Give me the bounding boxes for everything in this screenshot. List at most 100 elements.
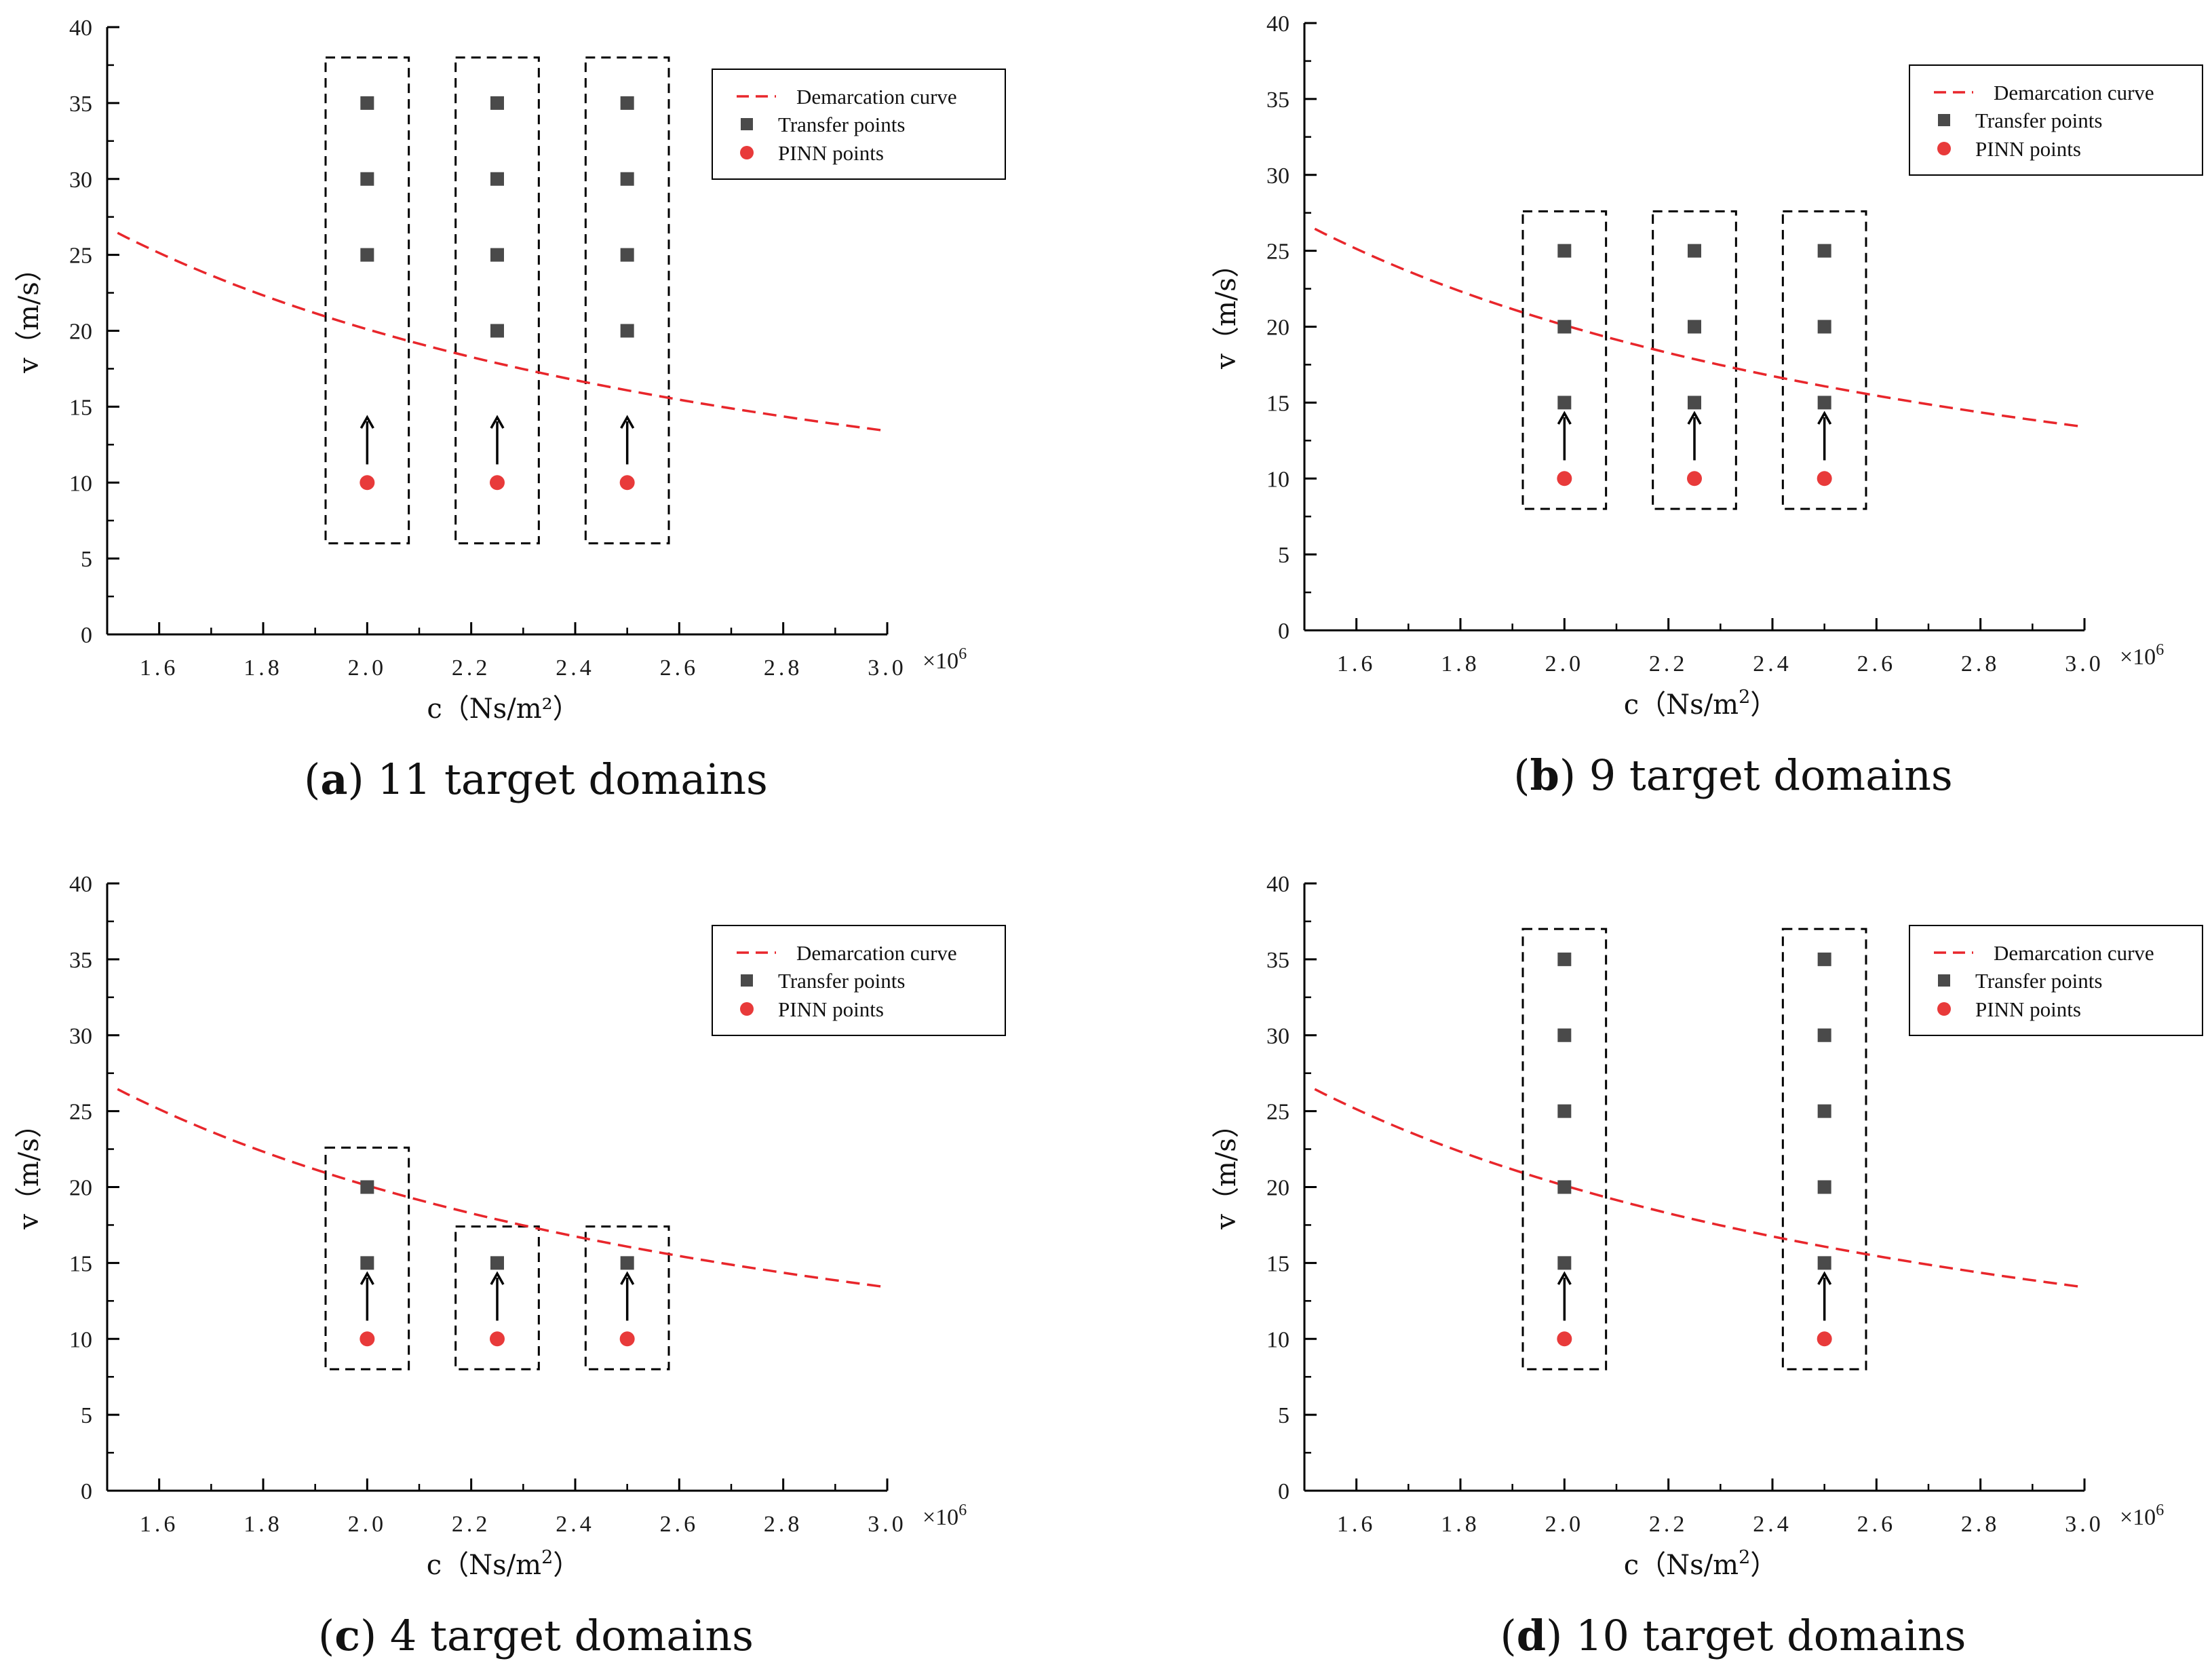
transfer-point xyxy=(1817,1028,1831,1042)
caption-close-paren: ) xyxy=(348,755,378,804)
transfer-point xyxy=(1817,1180,1831,1194)
x-multiplier-label: ×106 xyxy=(923,1502,967,1530)
legend-transfer-label: Transfer points xyxy=(778,969,905,993)
transfer-point xyxy=(1557,320,1572,334)
transfer-point xyxy=(490,96,504,110)
caption-letter: d xyxy=(1517,1611,1546,1660)
x-multiplier-base: ×10 xyxy=(2120,1505,2156,1530)
transfer-point xyxy=(360,248,374,262)
x-tick-label: 1.8 xyxy=(244,1512,283,1537)
x-axis-title: c（Ns/m²） xyxy=(427,693,579,725)
x-axis-title: c（Ns/m2） xyxy=(1624,1547,1778,1581)
pinn-point xyxy=(360,475,375,491)
x-tick-label: 2.4 xyxy=(1753,651,1792,676)
caption-close-paren: ) xyxy=(1546,1611,1576,1660)
legend-transfer-swatch xyxy=(741,974,753,987)
legend-transfer-swatch xyxy=(1938,114,1950,126)
panel-caption: (c) 4 target domains xyxy=(318,1611,754,1660)
y-tick-label: 35 xyxy=(1266,948,1289,973)
caption-open-paren: ( xyxy=(318,1611,334,1660)
y-tick-label: 15 xyxy=(1266,391,1289,416)
y-tick-label: 10 xyxy=(1266,1327,1289,1352)
legend-transfer-swatch xyxy=(741,118,753,130)
pinn-point xyxy=(490,1331,505,1347)
y-tick-label: 20 xyxy=(69,1176,92,1201)
transfer-point xyxy=(1688,244,1701,258)
transfer-point xyxy=(1688,320,1701,334)
transfer-point xyxy=(1557,244,1572,258)
x-tick-label: 2.2 xyxy=(452,1512,491,1537)
x-tick-label: 2.4 xyxy=(556,655,595,681)
x-axis-title-text: c（Ns/m xyxy=(427,1550,541,1581)
transfer-point xyxy=(490,324,504,338)
y-axis-title: v（m/s） xyxy=(1211,1111,1242,1230)
transfer-point xyxy=(620,324,634,338)
transfer-point xyxy=(490,1256,504,1270)
x-tick-label: 2.8 xyxy=(764,1512,803,1537)
x-tick-label: 2.8 xyxy=(764,655,803,681)
transfer-arrow-head xyxy=(490,1271,505,1285)
x-multiplier-base: ×10 xyxy=(923,1505,958,1530)
transfer-point xyxy=(1557,1180,1572,1194)
target-domain-box xyxy=(1521,928,1608,1371)
target-domain-box xyxy=(1781,210,1867,510)
target-domain-box xyxy=(1781,928,1867,1371)
legend-curve-label: Demarcation curve xyxy=(796,85,957,109)
transfer-point xyxy=(1817,320,1831,334)
transfer-arrow-head xyxy=(1557,1271,1572,1285)
target-domain-box xyxy=(324,1146,410,1371)
x-multiplier-label: ×106 xyxy=(923,645,967,674)
y-tick-label: 20 xyxy=(1266,316,1289,341)
y-tick-label: 10 xyxy=(69,1327,92,1352)
y-tick-label: 40 xyxy=(69,872,92,897)
caption-open-paren: ( xyxy=(304,755,320,804)
x-axis-title-superscript: 2 xyxy=(1739,687,1750,708)
caption-open-paren: ( xyxy=(1513,750,1530,800)
target-domain-box xyxy=(324,56,410,545)
legend-curve-label: Demarcation curve xyxy=(1994,941,2154,965)
caption-open-paren: ( xyxy=(1500,1611,1517,1660)
x-tick-label: 2.8 xyxy=(1961,1512,2000,1537)
legend-transfer-label: Transfer points xyxy=(1975,109,2102,132)
panel-caption: (a) 11 target domains xyxy=(304,755,768,804)
transfer-point xyxy=(1557,1256,1572,1270)
y-tick-label: 40 xyxy=(1266,12,1289,37)
transfer-arrow-head xyxy=(360,415,374,429)
x-axis-title-text: c（Ns/m xyxy=(1624,689,1739,721)
y-tick-label: 0 xyxy=(81,1479,92,1504)
y-tick-label: 0 xyxy=(1278,1479,1289,1504)
caption-text: 11 target domains xyxy=(377,755,767,804)
pinn-point xyxy=(619,1331,635,1347)
transfer-arrow-head xyxy=(620,415,635,429)
x-tick-label: 1.8 xyxy=(1441,651,1480,676)
x-tick-label: 3.0 xyxy=(2065,1512,2104,1537)
caption-letter: b xyxy=(1530,750,1559,800)
legend-box xyxy=(1909,925,2203,1036)
legend-box xyxy=(712,69,1006,180)
caption-close-paren: ) xyxy=(360,1611,390,1660)
y-tick-label: 40 xyxy=(1266,872,1289,897)
x-axis-title-close: ） xyxy=(553,1550,580,1581)
x-tick-label: 3.0 xyxy=(2065,651,2104,676)
chart-panel-c: 0 5 10 15 20 25 30 35 40 1.6 1.8 2.0 2.2 2.4 2.6 2.8 3.0… xyxy=(14,872,1006,1660)
x-tick-label: 1.6 xyxy=(1337,651,1376,676)
y-axis-title: v（m/s） xyxy=(14,1111,45,1230)
x-tick-label: 1.8 xyxy=(244,655,283,681)
x-axis-title-superscript: 2 xyxy=(541,1547,553,1568)
transfer-arrow-head xyxy=(1817,1271,1832,1285)
transfer-arrow-head xyxy=(1817,411,1832,425)
y-tick-label: 10 xyxy=(1266,467,1289,492)
x-axis-title-text: c（Ns/m xyxy=(1624,1550,1739,1581)
legend-pinn-swatch xyxy=(740,146,754,159)
y-tick-label: 30 xyxy=(69,1024,92,1049)
y-tick-label: 30 xyxy=(1266,164,1289,189)
caption-text: 4 target domains xyxy=(390,1611,754,1660)
target-domain-box xyxy=(454,1225,540,1371)
pinn-point xyxy=(1557,1331,1572,1347)
legend-transfer-label: Transfer points xyxy=(1975,969,2102,993)
caption-letter: a xyxy=(320,755,347,804)
demarcation-curve xyxy=(117,1088,888,1288)
y-tick-label: 5 xyxy=(81,1403,92,1428)
y-tick-label: 5 xyxy=(1278,1403,1289,1428)
